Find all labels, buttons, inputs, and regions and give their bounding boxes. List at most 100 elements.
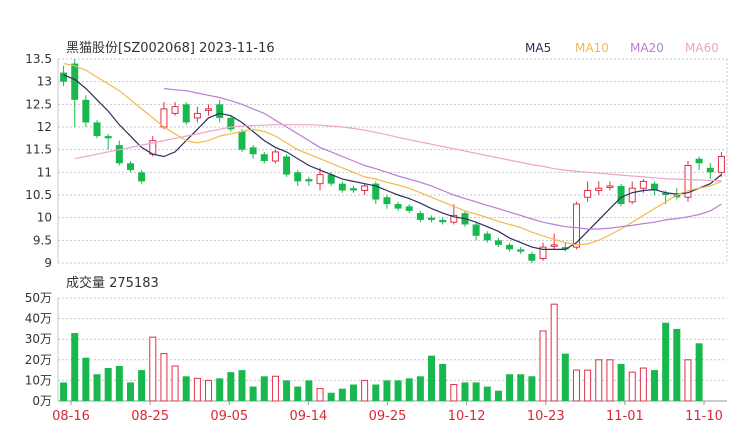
volume-bar-down [416,376,424,401]
candle-up [684,161,692,202]
volume-bar-up [361,379,369,402]
volume-bar-down [216,378,224,401]
candle-down [104,133,112,150]
volume-bar-up [550,303,558,402]
volume-bar-down [60,382,68,401]
date-tick-label: 10-12 [448,409,486,424]
legend-ma60: MA60 [685,41,719,55]
candle-down [126,161,134,173]
volume-tick-label: 40万 [25,312,52,326]
volume-bar-down [528,376,536,401]
price-tick-label: 11 [37,165,52,179]
volume-bar-down [428,355,436,401]
price-tick-label: 11.5 [25,143,52,157]
volume-bar-up [595,359,603,402]
candle-body [394,204,402,209]
candle-up [193,106,201,123]
candle-down [416,210,424,223]
candle-body [695,158,703,164]
candle-down [651,181,659,195]
candle-body [249,147,257,155]
volume-bar-down [338,388,346,401]
volume-bar-down [93,374,101,401]
candle-down [349,185,357,193]
volume-tick-label: 30万 [25,332,52,346]
volume-bar-down [283,380,291,401]
volume-bar-down [662,322,670,401]
candle-body [216,104,224,118]
date-axis: 08-16 08-25 09-05 09-14 09-25 10-12 10-23 11-01… [52,401,723,424]
candle-body [684,165,692,198]
volume-bar-down [517,374,525,401]
candle-body [428,217,436,220]
volume-bar-down [673,328,681,401]
volume-tick-label: 10万 [25,373,52,387]
candle-up [595,181,603,195]
legend-ma20: MA20 [630,41,664,55]
candle-body [338,183,346,191]
candle-down [93,120,101,139]
volume-axis: 50万 40万 30万 20万 10万 0万 [25,291,727,408]
candle-body [305,179,313,182]
price-plot [60,59,725,263]
candle-body [361,185,369,191]
price-tick-label: 10 [37,211,52,225]
candle-body [517,249,525,252]
volume-bar-up [639,367,647,402]
candle-down [182,102,190,125]
candle-up [572,201,580,250]
candle-body [372,183,380,200]
candle-body [706,167,714,173]
candle-body [115,145,123,164]
candle-body [584,189,592,198]
candle-body [160,108,168,128]
volume-bar-up [606,359,614,402]
candle-body [539,246,547,259]
candle-body [561,247,569,250]
candle-down [115,140,123,166]
candle-down [472,222,480,241]
candle-body [193,112,201,119]
volume-bar-up [316,388,324,402]
candle-down [338,181,346,193]
volume-bar-down [494,390,502,401]
candle-body [138,172,146,182]
volume-bar-down [561,353,569,401]
volume-tick-label: 20万 [25,353,52,367]
candle-body [673,195,681,198]
candle-body [283,156,291,175]
legend: MA5 MA10 MA20 MA60 [525,41,719,55]
price-tick-label: 12 [37,120,52,134]
price-tick-label: 9 [44,256,52,270]
price-tick-label: 10.5 [25,188,52,202]
volume-bar-down [182,376,190,401]
volume-bar-down [651,370,659,401]
candle-down [405,204,413,214]
candle-down [238,129,246,152]
candle-body [494,240,502,245]
volume-bar-up [205,379,213,402]
candle-down [695,156,703,171]
volume-plot [60,303,703,402]
candle-body [572,203,580,248]
candle-body [171,106,179,114]
candle-down [71,59,79,127]
ma10-line [63,62,722,246]
volume-bar-up [271,375,279,402]
candle-body [182,104,190,123]
candle-up [271,149,279,164]
candle-body [595,187,603,191]
volume-bar-down [71,333,79,401]
volume-bar-up [584,369,592,402]
candle-down [138,170,146,184]
candle-body [71,63,79,100]
volume-bar-up [149,336,157,402]
candle-up [717,151,725,177]
candle-body [271,151,279,162]
volume-bar-down [695,343,703,401]
candle-body [316,174,324,185]
ma5-line [63,74,722,250]
volume-bar-down [82,357,90,401]
candle-body [327,174,335,184]
